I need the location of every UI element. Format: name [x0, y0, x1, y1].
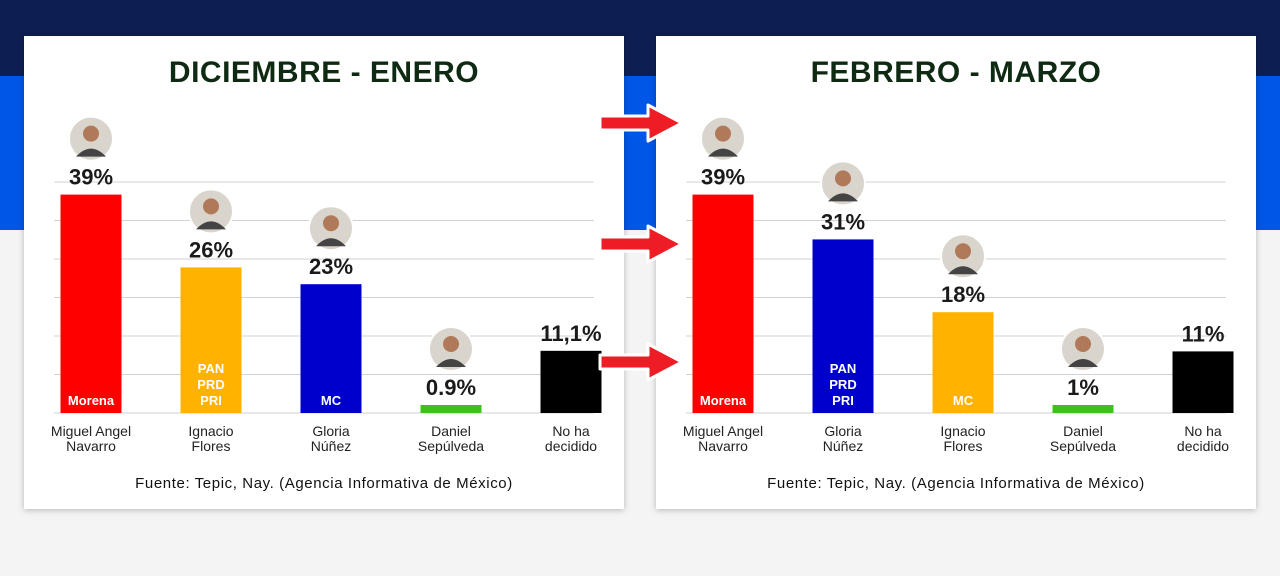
party-label: PAN — [830, 361, 856, 376]
category-label: Sepúlveda — [418, 438, 484, 454]
data-label: 0.9% — [426, 375, 476, 400]
party-label: MC — [321, 393, 342, 408]
chart-panel-feb-mar: FEBRERO - MARZO 39% Morena Miguel Angel Nav… — [656, 36, 1256, 509]
data-label: 23% — [309, 254, 353, 279]
candidate-avatar — [820, 160, 866, 207]
source-note: Fuente: Tepic, Nay. (Agencia Informativa… — [135, 475, 513, 492]
category-label: decidido — [1177, 438, 1229, 454]
party-label: MC — [953, 393, 974, 408]
category-label: Sepúlveda — [1050, 438, 1116, 454]
category-label: Daniel — [431, 423, 471, 439]
arrow-right-icon — [598, 224, 684, 264]
category-label: Daniel — [1063, 423, 1103, 439]
avatar-shoulders — [708, 148, 738, 157]
bar-no-ha-decidido — [1172, 351, 1234, 413]
bar-ignacio-flores — [932, 312, 994, 413]
candidate-avatar — [308, 205, 354, 252]
avatar-head — [955, 243, 971, 260]
bar-daniel-sepulveda — [1052, 405, 1114, 413]
category-label: Miguel Angel — [683, 423, 763, 439]
candidate-avatar — [700, 115, 746, 162]
candidate-avatar — [68, 115, 114, 162]
data-label: 1% — [1067, 375, 1099, 400]
data-label: 26% — [189, 237, 233, 262]
category-label: Navarro — [66, 438, 116, 454]
avatar-shoulders — [76, 148, 106, 157]
bar-miguel-angel-navarro — [60, 194, 122, 413]
data-label: 11% — [1182, 321, 1225, 346]
bar-daniel-sepulveda — [420, 405, 482, 413]
category-label: Navarro — [698, 438, 748, 454]
avatar-head — [835, 170, 851, 187]
party-label: PRI — [200, 393, 222, 408]
category-label: Flores — [192, 438, 231, 454]
data-label: 39% — [701, 165, 745, 190]
bar-miguel-angel-navarro — [692, 194, 754, 413]
category-label: Miguel Angel — [51, 423, 131, 439]
candidate-avatar — [1060, 326, 1106, 372]
data-label: 31% — [821, 209, 865, 234]
arrow-right-icon — [598, 342, 684, 382]
party-label: Morena — [700, 393, 747, 408]
avatar-head — [83, 125, 99, 142]
party-label: PRI — [832, 393, 854, 408]
party-label: PRD — [829, 377, 856, 392]
source-note: Fuente: Tepic, Nay. (Agencia Informativa… — [767, 475, 1145, 492]
category-label: Núñez — [823, 438, 863, 454]
category-label: No ha — [552, 423, 590, 439]
avatar-shoulders — [436, 359, 466, 367]
avatar-head — [323, 215, 339, 232]
chart-title: DICIEMBRE - ENERO — [168, 56, 480, 89]
category-label: Gloria — [312, 423, 350, 439]
avatar-head — [1075, 336, 1091, 352]
candidate-avatar — [188, 188, 234, 235]
category-label: Ignacio — [940, 423, 985, 439]
party-label: PRD — [197, 377, 224, 392]
avatar-head — [203, 198, 219, 215]
avatar-head — [443, 336, 459, 352]
bar-ignacio-flores — [180, 267, 242, 413]
data-label: 39% — [69, 165, 113, 190]
arrow-right-icon — [598, 103, 684, 143]
candidate-avatar — [940, 233, 986, 280]
bar-gloria-nunez — [812, 239, 874, 413]
bar-gloria-nunez — [300, 284, 362, 413]
party-label: PAN — [198, 361, 224, 376]
category-label: Núñez — [311, 438, 351, 454]
chart-title: FEBRERO - MARZO — [810, 56, 1102, 89]
bar-no-ha-decidido — [540, 350, 602, 413]
party-label: Morena — [68, 393, 115, 408]
candidate-avatar — [428, 326, 474, 372]
avatar-shoulders — [1068, 359, 1098, 367]
data-label: 18% — [941, 282, 985, 307]
category-label: Ignacio — [188, 423, 233, 439]
chart-panel-dic-ene: DICIEMBRE - ENERO 39% Morena Miguel Angel N… — [24, 36, 624, 509]
avatar-shoulders — [196, 221, 226, 230]
category-label: Gloria — [824, 423, 862, 439]
avatar-shoulders — [948, 266, 978, 275]
category-label: Flores — [944, 438, 983, 454]
avatar-shoulders — [316, 238, 346, 247]
category-label: decidido — [545, 438, 597, 454]
avatar-shoulders — [828, 193, 858, 202]
category-label: No ha — [1184, 423, 1222, 439]
avatar-head — [715, 125, 731, 142]
data-label: 11,1% — [540, 321, 601, 346]
